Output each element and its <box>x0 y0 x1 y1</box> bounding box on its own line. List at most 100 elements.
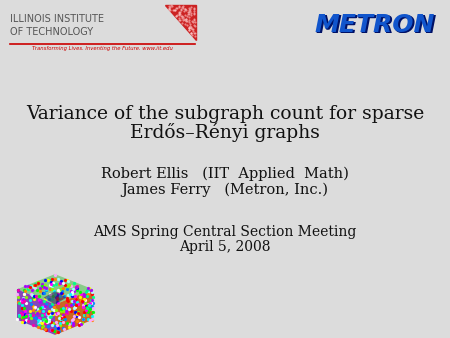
Point <box>180 6 187 11</box>
Point <box>59 290 66 295</box>
Point <box>37 286 44 291</box>
Point <box>35 307 42 312</box>
Point <box>53 310 60 315</box>
Point <box>182 17 189 22</box>
Point <box>32 309 39 314</box>
Point <box>18 299 25 304</box>
Point <box>54 288 61 293</box>
Point <box>16 313 23 318</box>
Point <box>88 317 95 323</box>
Point <box>73 311 81 316</box>
Point <box>30 313 37 318</box>
Point <box>32 285 39 291</box>
Point <box>179 17 186 22</box>
Point <box>188 10 195 16</box>
Point <box>45 295 52 300</box>
Point <box>80 293 87 298</box>
Point <box>63 295 71 300</box>
Point <box>76 290 83 295</box>
Point <box>41 316 48 322</box>
Point <box>36 321 43 327</box>
Point <box>63 308 70 313</box>
Point <box>21 305 28 310</box>
Point <box>27 284 34 289</box>
Point <box>52 306 59 311</box>
Point <box>192 33 199 39</box>
Point <box>83 294 90 299</box>
Point <box>35 317 42 322</box>
Point <box>80 303 87 308</box>
Point <box>77 291 85 296</box>
Point <box>48 282 55 287</box>
Point <box>187 6 194 11</box>
Point <box>56 320 63 326</box>
Point <box>48 296 55 302</box>
Point <box>55 276 62 282</box>
Point <box>37 318 44 324</box>
Point <box>31 293 38 298</box>
Point <box>30 303 37 309</box>
Point <box>60 306 67 311</box>
Point <box>51 329 58 334</box>
Point <box>18 314 26 319</box>
Point <box>40 319 47 325</box>
Point <box>191 23 198 29</box>
Point <box>48 311 55 316</box>
Point <box>20 291 27 297</box>
Point <box>41 277 49 282</box>
Point <box>27 297 34 303</box>
Point <box>51 291 59 296</box>
Point <box>41 311 48 316</box>
Point <box>61 307 68 313</box>
Point <box>59 312 67 317</box>
Point <box>84 289 91 295</box>
Text: Robert Ellis   (IIT  Applied  Math): Robert Ellis (IIT Applied Math) <box>101 167 349 182</box>
Point <box>48 322 55 328</box>
Point <box>14 293 22 298</box>
Point <box>26 312 33 317</box>
Point <box>187 13 194 18</box>
Point <box>44 294 51 300</box>
Point <box>165 3 172 8</box>
Point <box>89 309 96 315</box>
Point <box>175 3 182 8</box>
Point <box>45 310 53 315</box>
Point <box>19 295 27 301</box>
Point <box>59 281 66 286</box>
Point <box>38 324 45 329</box>
Point <box>51 323 59 329</box>
Point <box>18 305 26 310</box>
Point <box>185 27 193 33</box>
Point <box>80 291 87 297</box>
Text: James Ferry   (Metron, Inc.): James Ferry (Metron, Inc.) <box>122 183 328 197</box>
Point <box>22 288 29 294</box>
Point <box>166 4 174 9</box>
Point <box>21 319 28 324</box>
Point <box>48 286 55 292</box>
Point <box>57 287 64 292</box>
Point <box>22 300 29 305</box>
Point <box>54 291 62 296</box>
Point <box>185 15 192 20</box>
Point <box>63 320 71 326</box>
Point <box>85 288 92 294</box>
Point <box>69 298 76 304</box>
Point <box>54 325 62 330</box>
Point <box>69 301 76 307</box>
Point <box>63 283 71 288</box>
Point <box>68 318 76 323</box>
Point <box>63 308 71 313</box>
Point <box>54 301 61 306</box>
Point <box>186 21 194 26</box>
Point <box>80 309 87 315</box>
Point <box>61 314 68 319</box>
Point <box>180 8 188 14</box>
Point <box>181 6 189 12</box>
Point <box>59 292 66 297</box>
Point <box>42 286 50 291</box>
Point <box>68 298 76 304</box>
Point <box>32 293 40 298</box>
Point <box>31 304 38 309</box>
Point <box>89 304 96 309</box>
Point <box>43 301 50 307</box>
